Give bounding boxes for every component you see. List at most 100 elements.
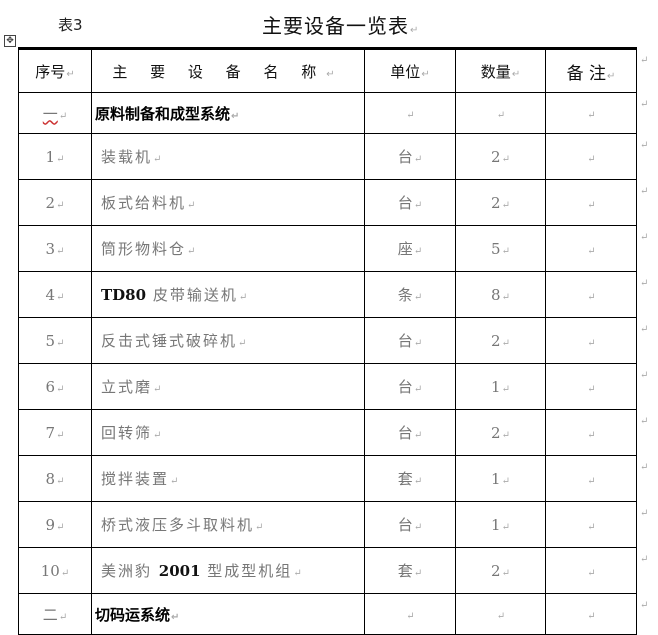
unit-cell-text: 座	[397, 240, 413, 258]
unit-cell: 台↵	[364, 179, 456, 226]
paragraph-mark: ↵	[496, 110, 506, 121]
row-end-mark: ↵	[640, 54, 649, 66]
equipment-name-text: 搅拌装置	[101, 470, 170, 488]
table-row: 2↵ 板式给料机↵ 台↵ 2↵ ↵	[18, 179, 637, 226]
quantity-cell: 2↵	[455, 317, 546, 364]
note-cell: ↵	[545, 363, 637, 410]
paragraph-mark: ↵	[413, 522, 423, 533]
equipment-name-text: TD80 皮带输送机	[101, 286, 238, 304]
paragraph-mark: ↵	[58, 611, 68, 623]
equipment-name-text: 原料制备和成型系统	[95, 104, 231, 123]
table-header-row: 序号↵ 主 要 设 备 名 称↵ 单位↵ 数量↵ 备 注↵	[18, 48, 637, 93]
row-number: 一↵	[18, 92, 92, 134]
table-row: 5↵ 反击式锤式破碎机↵ 台↵ 2↵ ↵	[18, 317, 637, 364]
quantity-cell: ↵	[455, 92, 546, 134]
paragraph-mark: ↵	[60, 567, 70, 579]
unit-cell: 套↵	[364, 547, 456, 594]
row-end-mark: ↵	[640, 507, 649, 519]
table-row: 4↵ TD80 皮带输送机↵ 条↵ 8↵ ↵	[18, 271, 637, 318]
unit-cell: 条↵	[364, 271, 456, 318]
paragraph-mark: ↵	[153, 154, 164, 165]
equipment-name-text: 反击式锤式破碎机	[101, 332, 238, 350]
row-number-text: 9	[45, 515, 56, 534]
paragraph-mark: ↵	[413, 200, 423, 211]
paragraph-mark: ↵	[501, 337, 510, 349]
row-end-mark: ↵	[640, 553, 649, 565]
unit-cell-text: 台	[397, 378, 413, 396]
equipment-name: 筒形物料仓↵	[91, 225, 365, 272]
move-table-icon[interactable]: ✥	[4, 35, 16, 47]
row-number: 9↵	[18, 501, 92, 548]
paragraph-mark: ↵	[587, 521, 596, 533]
paragraph-mark: ↵	[187, 246, 198, 257]
quantity-cell-text: 2	[491, 423, 501, 442]
row-end-mark: ↵	[640, 231, 649, 243]
equipment-name: 搅拌装置↵	[91, 455, 365, 502]
header-note: 备 注↵	[545, 48, 637, 93]
row-end-mark: ↵	[640, 185, 649, 197]
quantity-cell: 1↵	[455, 455, 546, 502]
note-cell: ↵	[545, 179, 637, 226]
quantity-cell-text: 8	[491, 285, 501, 304]
unit-cell-text: 台	[397, 194, 413, 212]
unit-cell: ↵	[364, 92, 456, 134]
row-number-text: 10	[40, 561, 60, 580]
paragraph-mark: ↵	[238, 292, 250, 303]
paragraph-mark: ↵	[413, 384, 423, 395]
paragraph-mark: ↵	[153, 430, 164, 441]
quantity-cell-text: 2	[491, 561, 501, 580]
row-number: 二↵	[18, 593, 92, 635]
note-cell: ↵	[545, 92, 637, 134]
paragraph-mark: ↵	[501, 291, 510, 303]
table-row: 6↵ 立式磨↵ 台↵ 1↵ ↵	[18, 363, 637, 410]
row-number: 8↵	[18, 455, 92, 502]
paragraph-mark: ↵	[587, 337, 596, 349]
note-cell: ↵	[545, 317, 637, 364]
note-cell: ↵	[545, 455, 637, 502]
document-title: 主要设备一览表↵	[262, 10, 419, 39]
table-row: 9↵ 桥式液压多斗取料机↵ 台↵ 1↵ ↵	[18, 501, 637, 548]
unit-cell: 台↵	[364, 363, 456, 410]
row-number: 10↵	[18, 547, 92, 594]
equipment-name: 板式给料机↵	[91, 179, 365, 226]
row-number-text: 4	[45, 285, 56, 304]
quantity-cell: 8↵	[455, 271, 546, 318]
row-number: 3↵	[18, 225, 92, 272]
note-cell: ↵	[545, 225, 637, 272]
table-row: 3↵ 筒形物料仓↵ 座↵ 5↵ ↵	[18, 225, 637, 272]
row-number: 4↵	[18, 271, 92, 318]
equipment-name-text: 切码运系统	[95, 605, 171, 624]
paragraph-mark: ↵	[153, 384, 164, 395]
paragraph-mark: ↵	[496, 611, 506, 622]
paragraph-mark: ↵	[410, 25, 420, 36]
unit-cell-text: 套	[397, 562, 413, 580]
paragraph-mark: ↵	[587, 110, 596, 121]
paragraph-mark: ↵	[587, 475, 596, 487]
row-end-mark: ↵	[640, 98, 649, 110]
row-number-text: 二	[42, 605, 58, 624]
unit-cell-text: 条	[397, 286, 413, 304]
paragraph-mark: ↵	[501, 199, 510, 211]
quantity-cell: 2↵	[455, 179, 546, 226]
equipment-name: 桥式液压多斗取料机↵	[91, 501, 365, 548]
paragraph-mark: ↵	[413, 292, 423, 303]
unit-cell-text: 台	[397, 424, 413, 442]
paragraph-mark: ↵	[238, 338, 249, 349]
quantity-cell-text: 2	[491, 147, 501, 166]
table-caption: 表3	[58, 16, 83, 34]
header-no: 序号↵	[18, 48, 92, 93]
row-number-text: 7	[45, 423, 56, 442]
title-text: 主要设备一览表	[262, 14, 409, 38]
paragraph-mark: ↵	[56, 291, 65, 303]
row-number-text: 5	[45, 331, 56, 350]
table-row: 10↵ 美洲豹 2001 型成型机组↵ 套↵ 2↵ ↵	[18, 547, 637, 594]
paragraph-mark: ↵	[56, 475, 65, 487]
row-number-text: 1	[45, 147, 56, 166]
paragraph-mark: ↵	[231, 110, 240, 122]
table-row: 7↵ 回转筛↵ 台↵ 2↵ ↵	[18, 409, 637, 456]
note-cell: ↵	[545, 133, 637, 180]
equipment-name-text: 立式磨	[101, 378, 153, 396]
quantity-cell-text: 2	[491, 331, 501, 350]
unit-cell-text: 套	[397, 470, 413, 488]
table-row: 8↵ 搅拌装置↵ 套 ↵ 1↵ ↵	[18, 455, 637, 502]
